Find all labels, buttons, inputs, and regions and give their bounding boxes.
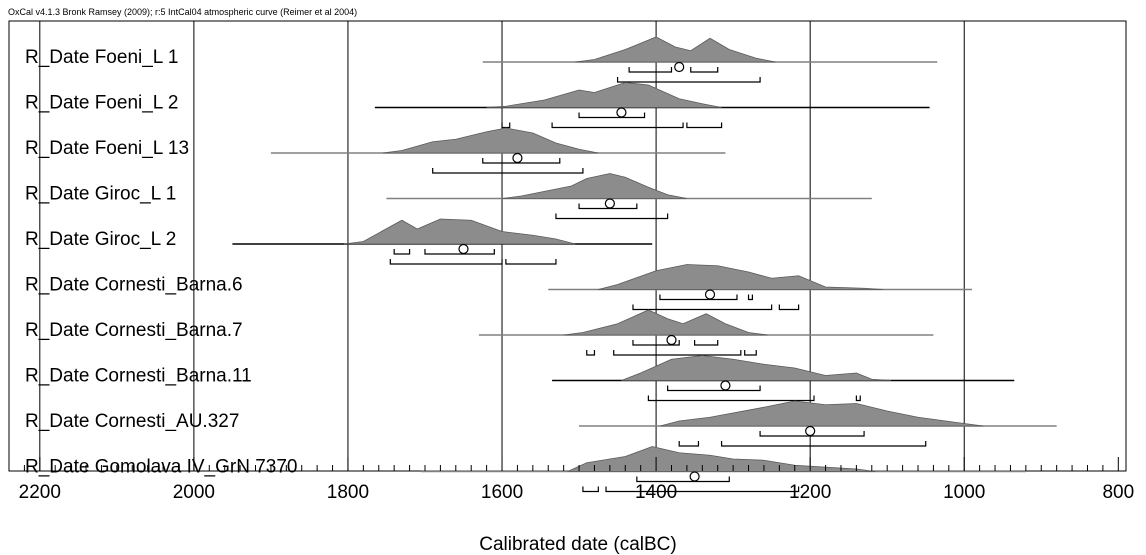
range-1-sigma [690, 67, 719, 73]
chart-header: OxCal v4.1.3 Bronk Ramsey (2009); r:5 In… [8, 7, 357, 17]
probability-distribution [344, 218, 576, 245]
date-row: R_Date Cornesti_Barna.6 [25, 264, 972, 311]
median-marker [704, 289, 716, 300]
row-label: R_Date Giroc_L 1 [25, 184, 176, 205]
range-1-sigma [747, 294, 753, 301]
range-2-sigma [586, 350, 596, 356]
tick-label: 1800 [327, 482, 369, 503]
date-row: R_Date Giroc_L 2 [25, 218, 653, 265]
range-2-sigma [582, 486, 599, 493]
tick-label: 1000 [943, 482, 985, 503]
x-axis-tick-labels: 2200 2000 1800 1600 1400 1200 1000 800 [19, 482, 1134, 503]
probability-distribution [659, 400, 984, 427]
median-marker [674, 61, 685, 73]
x-axis-title: Calibrated date (calBC) [479, 534, 676, 555]
probability-distribution [563, 309, 768, 336]
date-rows: R_Date Foeni_L 1 R_Date Foeni_L 2 R_Date F… [25, 36, 1057, 493]
plot-frame [8, 20, 1127, 472]
range-2-sigma [605, 486, 800, 493]
range-1-sigma [636, 476, 730, 483]
probability-distribution [575, 36, 776, 63]
row-label: R_Date Foeni_L 13 [25, 138, 189, 159]
row-label: R_Date Cornesti_Barna.11 [25, 366, 252, 387]
date-row: R_Date Cornesti_Barna.11 [25, 355, 1015, 402]
range-2-sigma [855, 395, 861, 402]
date-row: R_Date Gomolava IV_GrN 7370 [25, 446, 1026, 493]
range-1-sigma [628, 67, 673, 73]
x-axis-ticks [8, 457, 1119, 471]
tick-label: 2000 [173, 482, 215, 503]
range-2-sigma [501, 122, 511, 129]
range-2-sigma [613, 350, 742, 356]
row-label: R_Date Foeni_L 2 [25, 93, 179, 114]
median-marker [604, 198, 615, 209]
range-2-sigma [555, 213, 669, 220]
tick-label: 1400 [635, 482, 677, 503]
range-2-sigma [647, 395, 815, 402]
range-2-sigma [389, 259, 503, 265]
probability-distribution [382, 127, 599, 154]
range-2-sigma [551, 122, 684, 129]
row-label: R_Date Gomolava IV_GrN 7370 [25, 457, 297, 478]
tick-label: 1600 [481, 482, 523, 503]
range-1-sigma [659, 294, 738, 301]
probability-distribution [567, 446, 876, 472]
range-1-sigma [578, 203, 638, 210]
date-row: R_Date Cornesti_AU.327 [25, 400, 1057, 447]
range-2-sigma [744, 350, 757, 356]
range-2-sigma [720, 441, 927, 447]
row-label: R_Date Foeni_L 1 [25, 47, 179, 68]
tick-label: 2200 [19, 482, 61, 503]
range-2-sigma [632, 304, 773, 311]
probability-distribution [621, 355, 892, 381]
range-1-sigma [759, 431, 865, 437]
row-label: R_Date Cornesti_AU.327 [25, 411, 239, 432]
range-1-sigma [667, 385, 761, 392]
range-2-sigma [432, 168, 584, 174]
median-marker [666, 334, 677, 346]
range-1-sigma [632, 340, 680, 346]
range-2-sigma [505, 259, 557, 265]
range-1-sigma [482, 158, 561, 164]
date-row: R_Date Giroc_L 1 [25, 173, 872, 220]
median-marker [689, 471, 700, 482]
median-marker [512, 152, 523, 164]
range-1-sigma [424, 249, 495, 255]
gridlines [39, 21, 965, 471]
range-2-sigma [686, 122, 723, 129]
range-2-sigma [616, 77, 761, 83]
date-row: R_Date Foeni_L 2 [25, 82, 930, 129]
probability-distribution [486, 82, 722, 108]
row-label: R_Date Giroc_L 2 [25, 229, 176, 250]
tick-label: 800 [1102, 482, 1134, 503]
date-row: R_Date Foeni_L 13 [25, 127, 726, 174]
date-row: R_Date Cornesti_Barna.7 [25, 309, 934, 356]
median-marker [616, 107, 627, 118]
median-marker [458, 243, 469, 255]
range-2-sigma [778, 304, 800, 311]
tick-label: 1200 [789, 482, 831, 503]
date-row: R_Date Foeni_L 1 [25, 36, 938, 83]
range-2-sigma [678, 441, 700, 447]
range-1-sigma [578, 112, 646, 119]
probability-distribution [598, 264, 884, 290]
row-label: R_Date Cornesti_Barna.6 [25, 275, 243, 296]
range-1-sigma [694, 340, 719, 346]
median-marker [720, 380, 731, 391]
median-marker [805, 425, 816, 437]
range-1-sigma [393, 249, 411, 255]
row-label: R_Date Cornesti_Barna.7 [25, 320, 243, 341]
probability-distribution [501, 173, 687, 199]
